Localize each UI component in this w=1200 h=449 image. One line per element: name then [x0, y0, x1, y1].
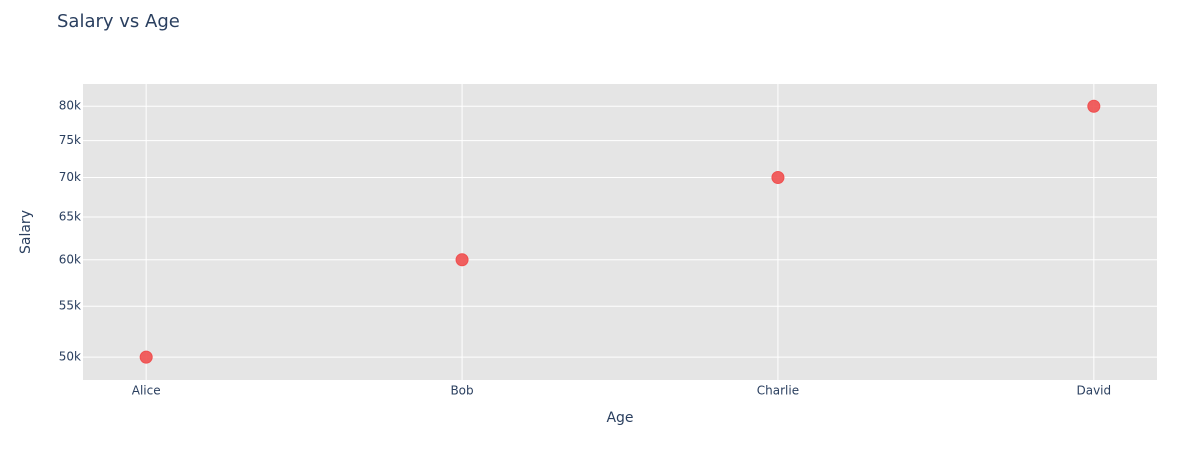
point	[139, 350, 153, 364]
y-tick-label: 55k	[59, 299, 81, 313]
y-tick-label: 80k	[59, 99, 81, 113]
y-axis-title: Salary	[18, 210, 34, 254]
y-tick-label: 75k	[59, 133, 81, 147]
point	[771, 170, 785, 184]
y-tick-label: 50k	[59, 350, 81, 364]
x-axis-title: Age	[606, 410, 633, 426]
point	[455, 253, 469, 267]
x-tick-label: Alice	[132, 384, 161, 398]
x-tick-label: David	[1076, 384, 1111, 398]
plot-area	[83, 84, 1157, 380]
chart-title: Salary vs Age	[57, 11, 180, 32]
y-tick-label: 60k	[59, 252, 81, 266]
y-tick-label: 65k	[59, 210, 81, 224]
x-tick-label: Bob	[450, 384, 473, 398]
point	[1087, 99, 1101, 113]
x-tick-label: Charlie	[757, 384, 799, 398]
y-tick-label: 70k	[59, 170, 81, 184]
grid	[83, 84, 1157, 380]
